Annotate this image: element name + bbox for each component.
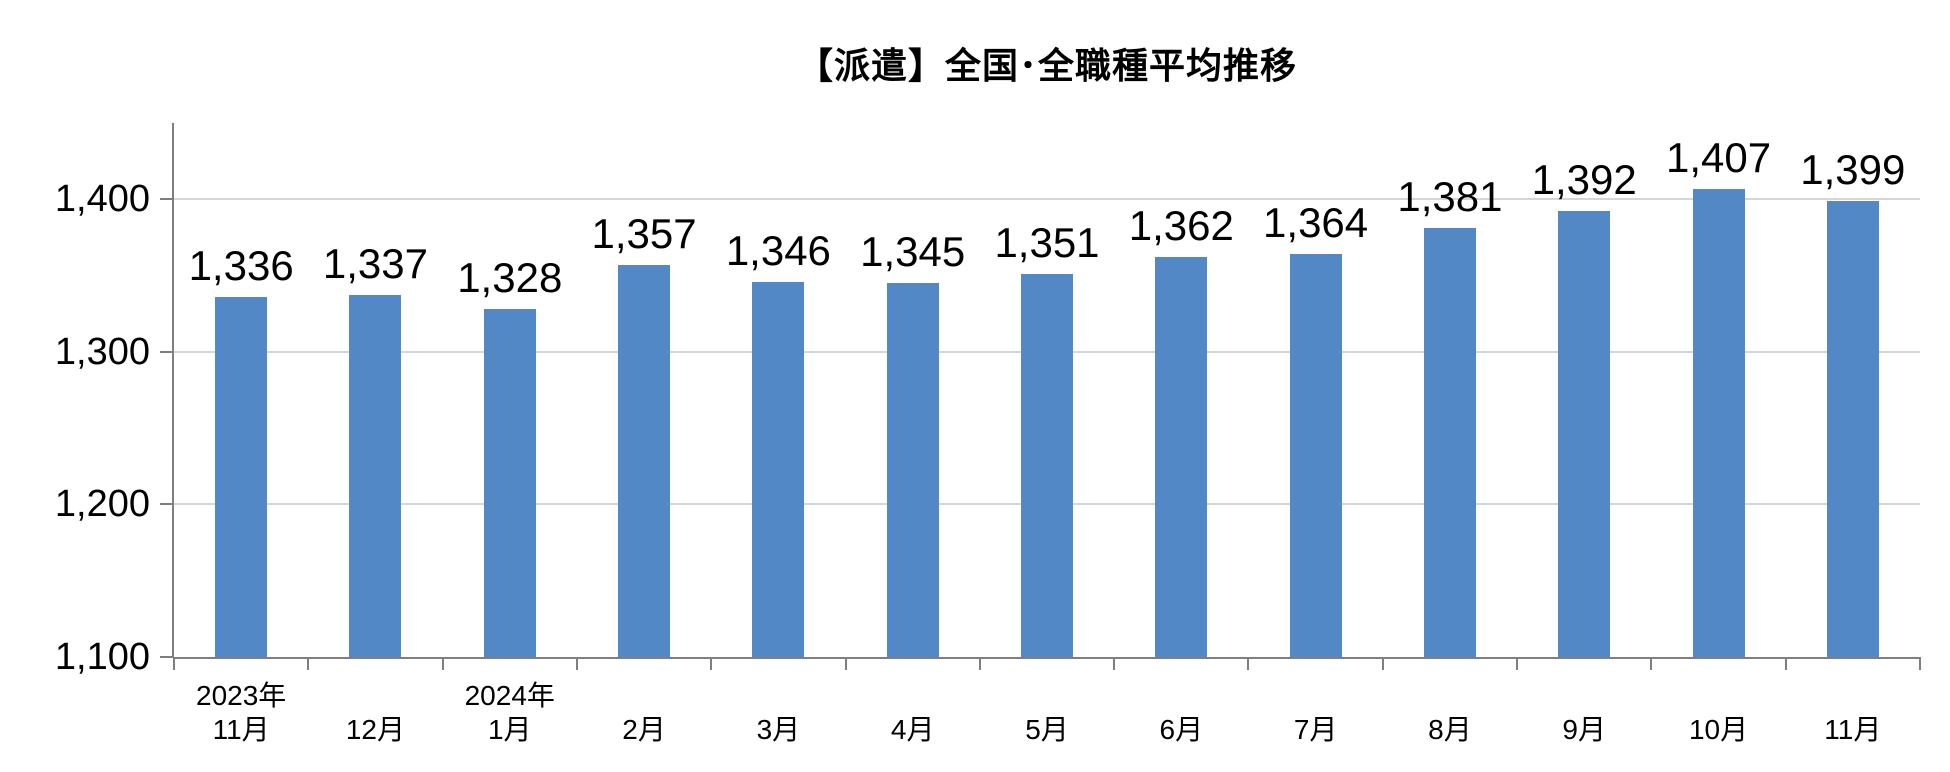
bar-value-label: 1,328	[457, 254, 563, 302]
x-axis-month-label: 11月	[212, 714, 270, 745]
x-axis-month-label: 5月	[1025, 714, 1069, 745]
bar-value-label: 1,364	[1263, 199, 1369, 247]
x-axis-tick	[1516, 657, 1519, 670]
x-axis-month-label: 8月	[1428, 714, 1472, 745]
x-axis-tick	[575, 657, 578, 670]
x-axis-tick	[1247, 657, 1250, 670]
x-axis-month-label: 1月	[487, 714, 532, 745]
x-axis-year-label: 2024年	[464, 680, 555, 711]
bar-9月	[1558, 211, 1611, 657]
bar-value-label: 1,337	[322, 240, 428, 288]
bar-value-label: 1,399	[1800, 145, 1906, 193]
y-axis-tick	[160, 656, 174, 658]
bar-value-label: 1,381	[1397, 173, 1503, 221]
bar-4月	[886, 283, 939, 657]
bar-5月	[1021, 274, 1073, 657]
x-axis-month-label: 10月	[1688, 714, 1749, 745]
x-axis-month-label: 11月	[1824, 714, 1882, 745]
x-axis-month-label: 4月	[890, 714, 935, 745]
bar-12月	[349, 295, 402, 657]
y-axis-tick-label: 1,100	[54, 636, 150, 678]
y-gridline	[174, 198, 1920, 201]
bar-value-label: 1,351	[994, 219, 1100, 267]
x-axis-tick	[1113, 657, 1116, 670]
x-axis-line	[174, 657, 1920, 659]
bar-value-label: 1,407	[1665, 133, 1772, 181]
bar-8月	[1423, 228, 1476, 657]
x-axis-month-label: 12月	[345, 714, 406, 745]
bar-2月	[618, 264, 671, 657]
bar-value-label: 1,346	[725, 226, 831, 274]
bar-7月	[1289, 254, 1342, 657]
bar-value-label: 1,357	[591, 209, 697, 257]
x-axis-month-label: 2月	[622, 714, 666, 745]
x-axis-tick	[441, 657, 444, 670]
y-axis-tick-label: 1,300	[54, 330, 150, 373]
y-axis-tick	[160, 350, 174, 353]
x-axis-month-label: 6月	[1159, 714, 1204, 745]
x-axis-tick	[307, 657, 310, 670]
x-axis-month-label: 9月	[1562, 714, 1606, 745]
x-axis-tick	[1784, 657, 1787, 670]
x-axis-tick	[1919, 657, 1921, 670]
bar-value-label: 1,362	[1128, 202, 1234, 250]
chart-title: 【派遣】全国･全職種平均推移	[796, 45, 1297, 86]
bar-11月	[1826, 200, 1879, 657]
bar-10月	[1692, 188, 1745, 657]
y-axis-tick	[160, 503, 174, 506]
y-axis-tick-label: 1,200	[54, 483, 150, 526]
bar-value-label: 1,392	[1531, 156, 1637, 204]
x-axis-tick	[1381, 657, 1384, 670]
x-axis-tick	[1650, 657, 1653, 670]
x-axis-tick	[978, 657, 981, 670]
bar-value-label: 1,336	[188, 241, 294, 289]
y-axis-tick	[160, 198, 174, 201]
bar-11月	[215, 296, 268, 657]
x-axis-tick	[173, 657, 175, 670]
x-axis-tick	[710, 657, 713, 670]
x-axis-tick	[844, 657, 847, 670]
x-axis-month-label: 7月	[1293, 714, 1338, 745]
y-axis-line	[172, 123, 174, 657]
x-axis-year-label: 2023年	[196, 680, 287, 711]
bar-6月	[1155, 257, 1208, 657]
y-axis-tick-label: 1,400	[54, 178, 150, 221]
bar-value-label: 1,345	[860, 228, 966, 276]
bar-3月	[752, 281, 805, 657]
x-axis-month-label: 3月	[756, 714, 801, 745]
bar-1月	[483, 309, 536, 657]
